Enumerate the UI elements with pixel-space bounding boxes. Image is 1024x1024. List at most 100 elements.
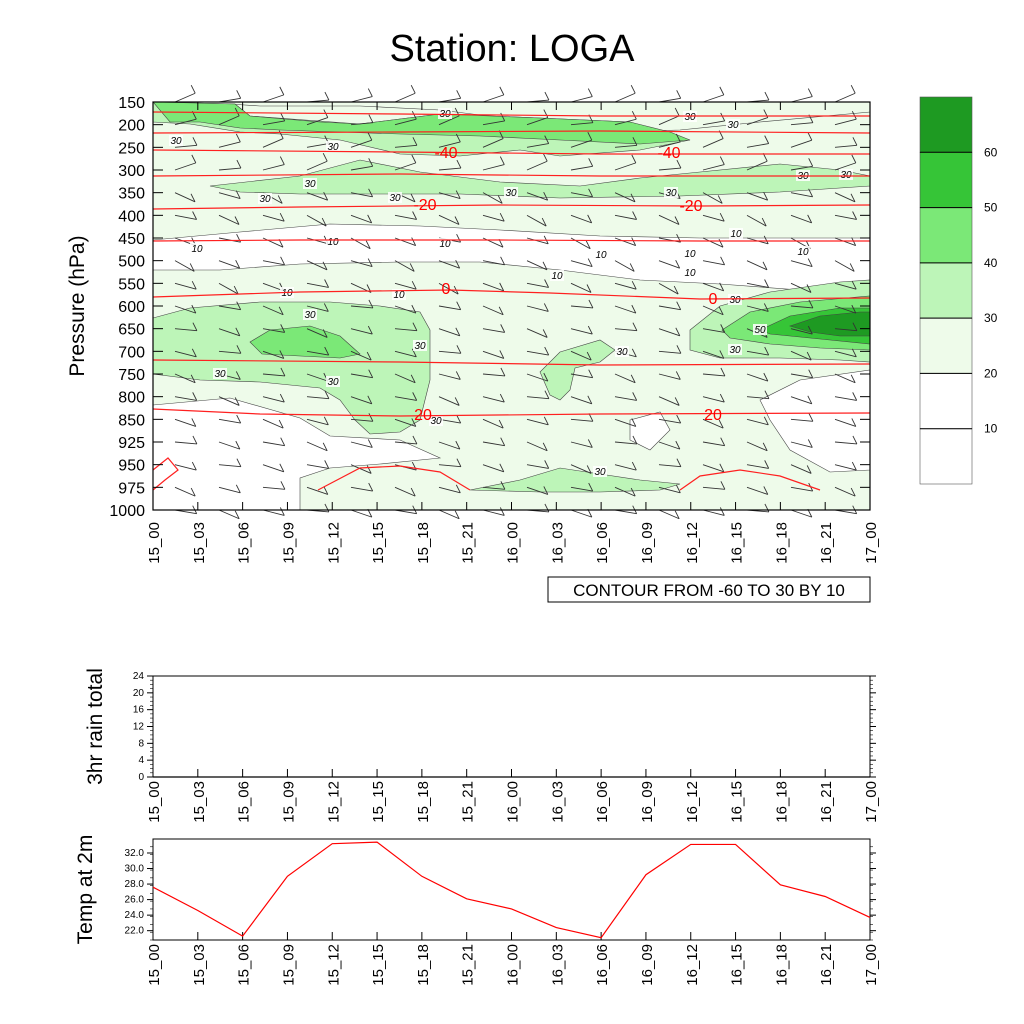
wind-barb-feather xyxy=(190,487,196,497)
wind-barb-feather xyxy=(718,306,724,315)
wind-barb-staff xyxy=(746,350,769,356)
wind-barb-feather xyxy=(807,439,813,448)
wind-barb-staff xyxy=(614,192,636,203)
wind-barb-feather xyxy=(410,193,416,203)
wind-barb-staff xyxy=(790,396,812,405)
wind-barb-staff xyxy=(306,214,327,227)
wind-barb-feather xyxy=(236,90,242,99)
wind-barb-staff xyxy=(526,441,548,452)
wind-barb-staff xyxy=(658,328,680,337)
wind-barbs-layer xyxy=(174,85,858,520)
wind-barb-staff xyxy=(438,373,461,380)
wind-barb-staff xyxy=(482,164,505,171)
info-box-label: CONTOUR FROM -60 TO 30 BY 10 xyxy=(573,581,845,600)
rh-region-12 xyxy=(469,467,681,493)
wind-barb-staff xyxy=(174,92,196,103)
wind-barb-staff xyxy=(570,165,593,171)
wind-barb-feather xyxy=(411,154,417,164)
wind-barb-staff xyxy=(790,373,813,379)
wind-barb-staff xyxy=(746,160,768,171)
wind-barb-feather xyxy=(235,133,241,143)
temp-panel-y-axis-label: Temp at 2m xyxy=(74,835,97,945)
wind-barb-feather xyxy=(852,435,858,445)
wind-barb-staff xyxy=(746,373,768,382)
wind-barb-feather xyxy=(851,281,857,290)
wind-barb-feather xyxy=(543,109,549,118)
wind-barb-feather xyxy=(808,369,814,378)
wind-barb-feather xyxy=(764,135,770,144)
wind-barb-staff xyxy=(658,373,681,380)
wind-barb-feather xyxy=(368,114,374,123)
wind-barb-staff xyxy=(438,464,461,468)
wind-barb-feather xyxy=(367,214,373,224)
wind-barb-staff xyxy=(306,237,329,245)
rh-contour-label: 30 xyxy=(729,345,741,356)
wind-barb-feather xyxy=(367,258,373,267)
rh-label-bg xyxy=(413,340,427,351)
wind-barb-feather xyxy=(718,419,724,429)
wind-barb-feather xyxy=(411,111,417,120)
wind-barb-staff xyxy=(614,237,636,246)
rh-label-bg xyxy=(326,236,340,247)
wind-barb-staff xyxy=(834,509,857,515)
wind-barb-staff xyxy=(702,328,725,333)
temperature-contour-line xyxy=(152,359,871,366)
wind-barb-staff xyxy=(834,328,857,332)
wind-barb-feather xyxy=(455,440,461,450)
wind-barb-staff xyxy=(526,373,548,382)
wind-barb-staff xyxy=(262,396,285,403)
wind-barb-staff xyxy=(218,282,239,295)
wind-barb-staff xyxy=(394,305,416,314)
wind-barb-staff xyxy=(702,509,725,516)
wind-barb-staff xyxy=(570,418,593,422)
wind-barb-staff xyxy=(438,115,460,126)
wind-barb-feather xyxy=(365,240,371,249)
wind-barb-feather xyxy=(850,193,856,203)
wind-barb-staff xyxy=(262,94,284,103)
y-tick-label: 700 xyxy=(118,344,145,361)
wind-barb-staff xyxy=(658,167,681,171)
wind-barb-staff xyxy=(174,418,196,427)
y-tick-label: 400 xyxy=(118,208,145,225)
rh-label-bg xyxy=(753,324,767,335)
wind-barb-staff xyxy=(438,509,460,520)
wind-barb-staff xyxy=(834,192,856,203)
wind-barb-staff xyxy=(262,305,284,316)
rh-contour-label: 30 xyxy=(327,377,339,388)
wind-barb-staff xyxy=(790,260,813,267)
wind-barb-feather xyxy=(763,192,769,201)
wind-barb-feather xyxy=(497,195,503,204)
temperature-contour-label: -20 xyxy=(413,197,436,214)
wind-barb-feather xyxy=(630,374,636,383)
wind-barb-feather xyxy=(675,133,681,143)
wind-barb-staff xyxy=(394,144,417,148)
wind-barb-staff xyxy=(306,282,329,288)
wind-barb-feather xyxy=(411,304,417,314)
wind-barb-staff xyxy=(790,441,813,448)
wind-barb-feather xyxy=(412,211,418,220)
wind-barb-staff xyxy=(834,418,856,427)
wind-barb-staff xyxy=(790,509,812,518)
y-tick-label: 250 xyxy=(118,140,145,157)
wind-barb-staff xyxy=(790,139,812,148)
wind-barb-feather xyxy=(499,156,505,165)
x-tick-label: 15_15 xyxy=(370,522,387,564)
wind-barb-feather xyxy=(629,263,635,272)
wind-barb-staff xyxy=(570,373,593,379)
wind-barb-staff xyxy=(482,138,504,148)
temperature-contour-line xyxy=(152,289,871,300)
wind-barb-staff xyxy=(834,486,856,497)
rh-label-bg xyxy=(303,178,317,189)
y-tick-label: 8 xyxy=(138,738,144,749)
rh-label-bg xyxy=(728,344,742,355)
colorbar-label: 30 xyxy=(984,311,998,325)
wind-barb-feather xyxy=(367,325,373,335)
wind-barb-feather xyxy=(324,91,330,101)
wind-barb-feather xyxy=(455,190,461,199)
wind-barb-feather xyxy=(808,188,814,198)
x-tick-label: 15_03 xyxy=(191,944,208,986)
x-tick-label: 16_00 xyxy=(505,944,522,986)
wind-barb-feather xyxy=(808,413,814,422)
wind-barb-feather xyxy=(806,351,812,361)
wind-barb-staff xyxy=(438,192,461,199)
